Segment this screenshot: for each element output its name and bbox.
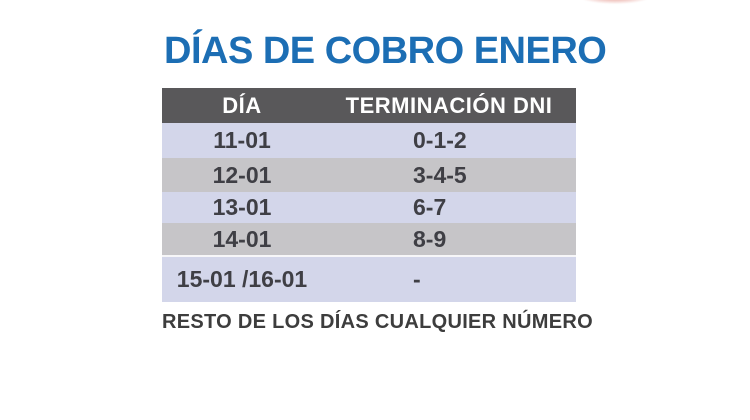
header-cell-terminacion-dni: TERMINACIÓN DNI [345, 92, 553, 118]
table-row: 13-01 6-7 [162, 192, 576, 223]
table-row: 12-01 3-4-5 [162, 158, 576, 192]
table-row: 14-01 8-9 [162, 223, 576, 255]
cell-dia: 11-01 [213, 127, 271, 153]
cell-dia: 12-01 [212, 161, 272, 188]
cell-dia: 13-01 [212, 194, 272, 220]
cell-terminacion: 8-9 [413, 225, 447, 252]
table-row: 15-01 /16-01 - [162, 255, 576, 302]
cell-dia: 15-01 /16-01 [176, 266, 308, 292]
footer-note: RESTO DE LOS DÍAS CUALQUIER NÚMERO [162, 311, 593, 333]
page-title: DÍAS DE COBRO ENERO [164, 30, 607, 72]
cell-terminacion: 0-1-2 [413, 127, 467, 153]
table-row: 11-01 0-1-2 [162, 123, 576, 158]
cell-dia: 14-01 [212, 225, 272, 252]
header-cell-dia: DÍA [222, 92, 262, 118]
cell-terminacion: - [413, 266, 421, 292]
top-edge-red-decor [578, 0, 652, 4]
cell-terminacion: 3-4-5 [413, 161, 467, 188]
payment-days-table: DÍA TERMINACIÓN DNI 11-01 0-1-2 12-01 3-… [162, 88, 576, 302]
table-header-row: DÍA TERMINACIÓN DNI [162, 88, 576, 123]
cell-terminacion: 6-7 [413, 194, 447, 220]
